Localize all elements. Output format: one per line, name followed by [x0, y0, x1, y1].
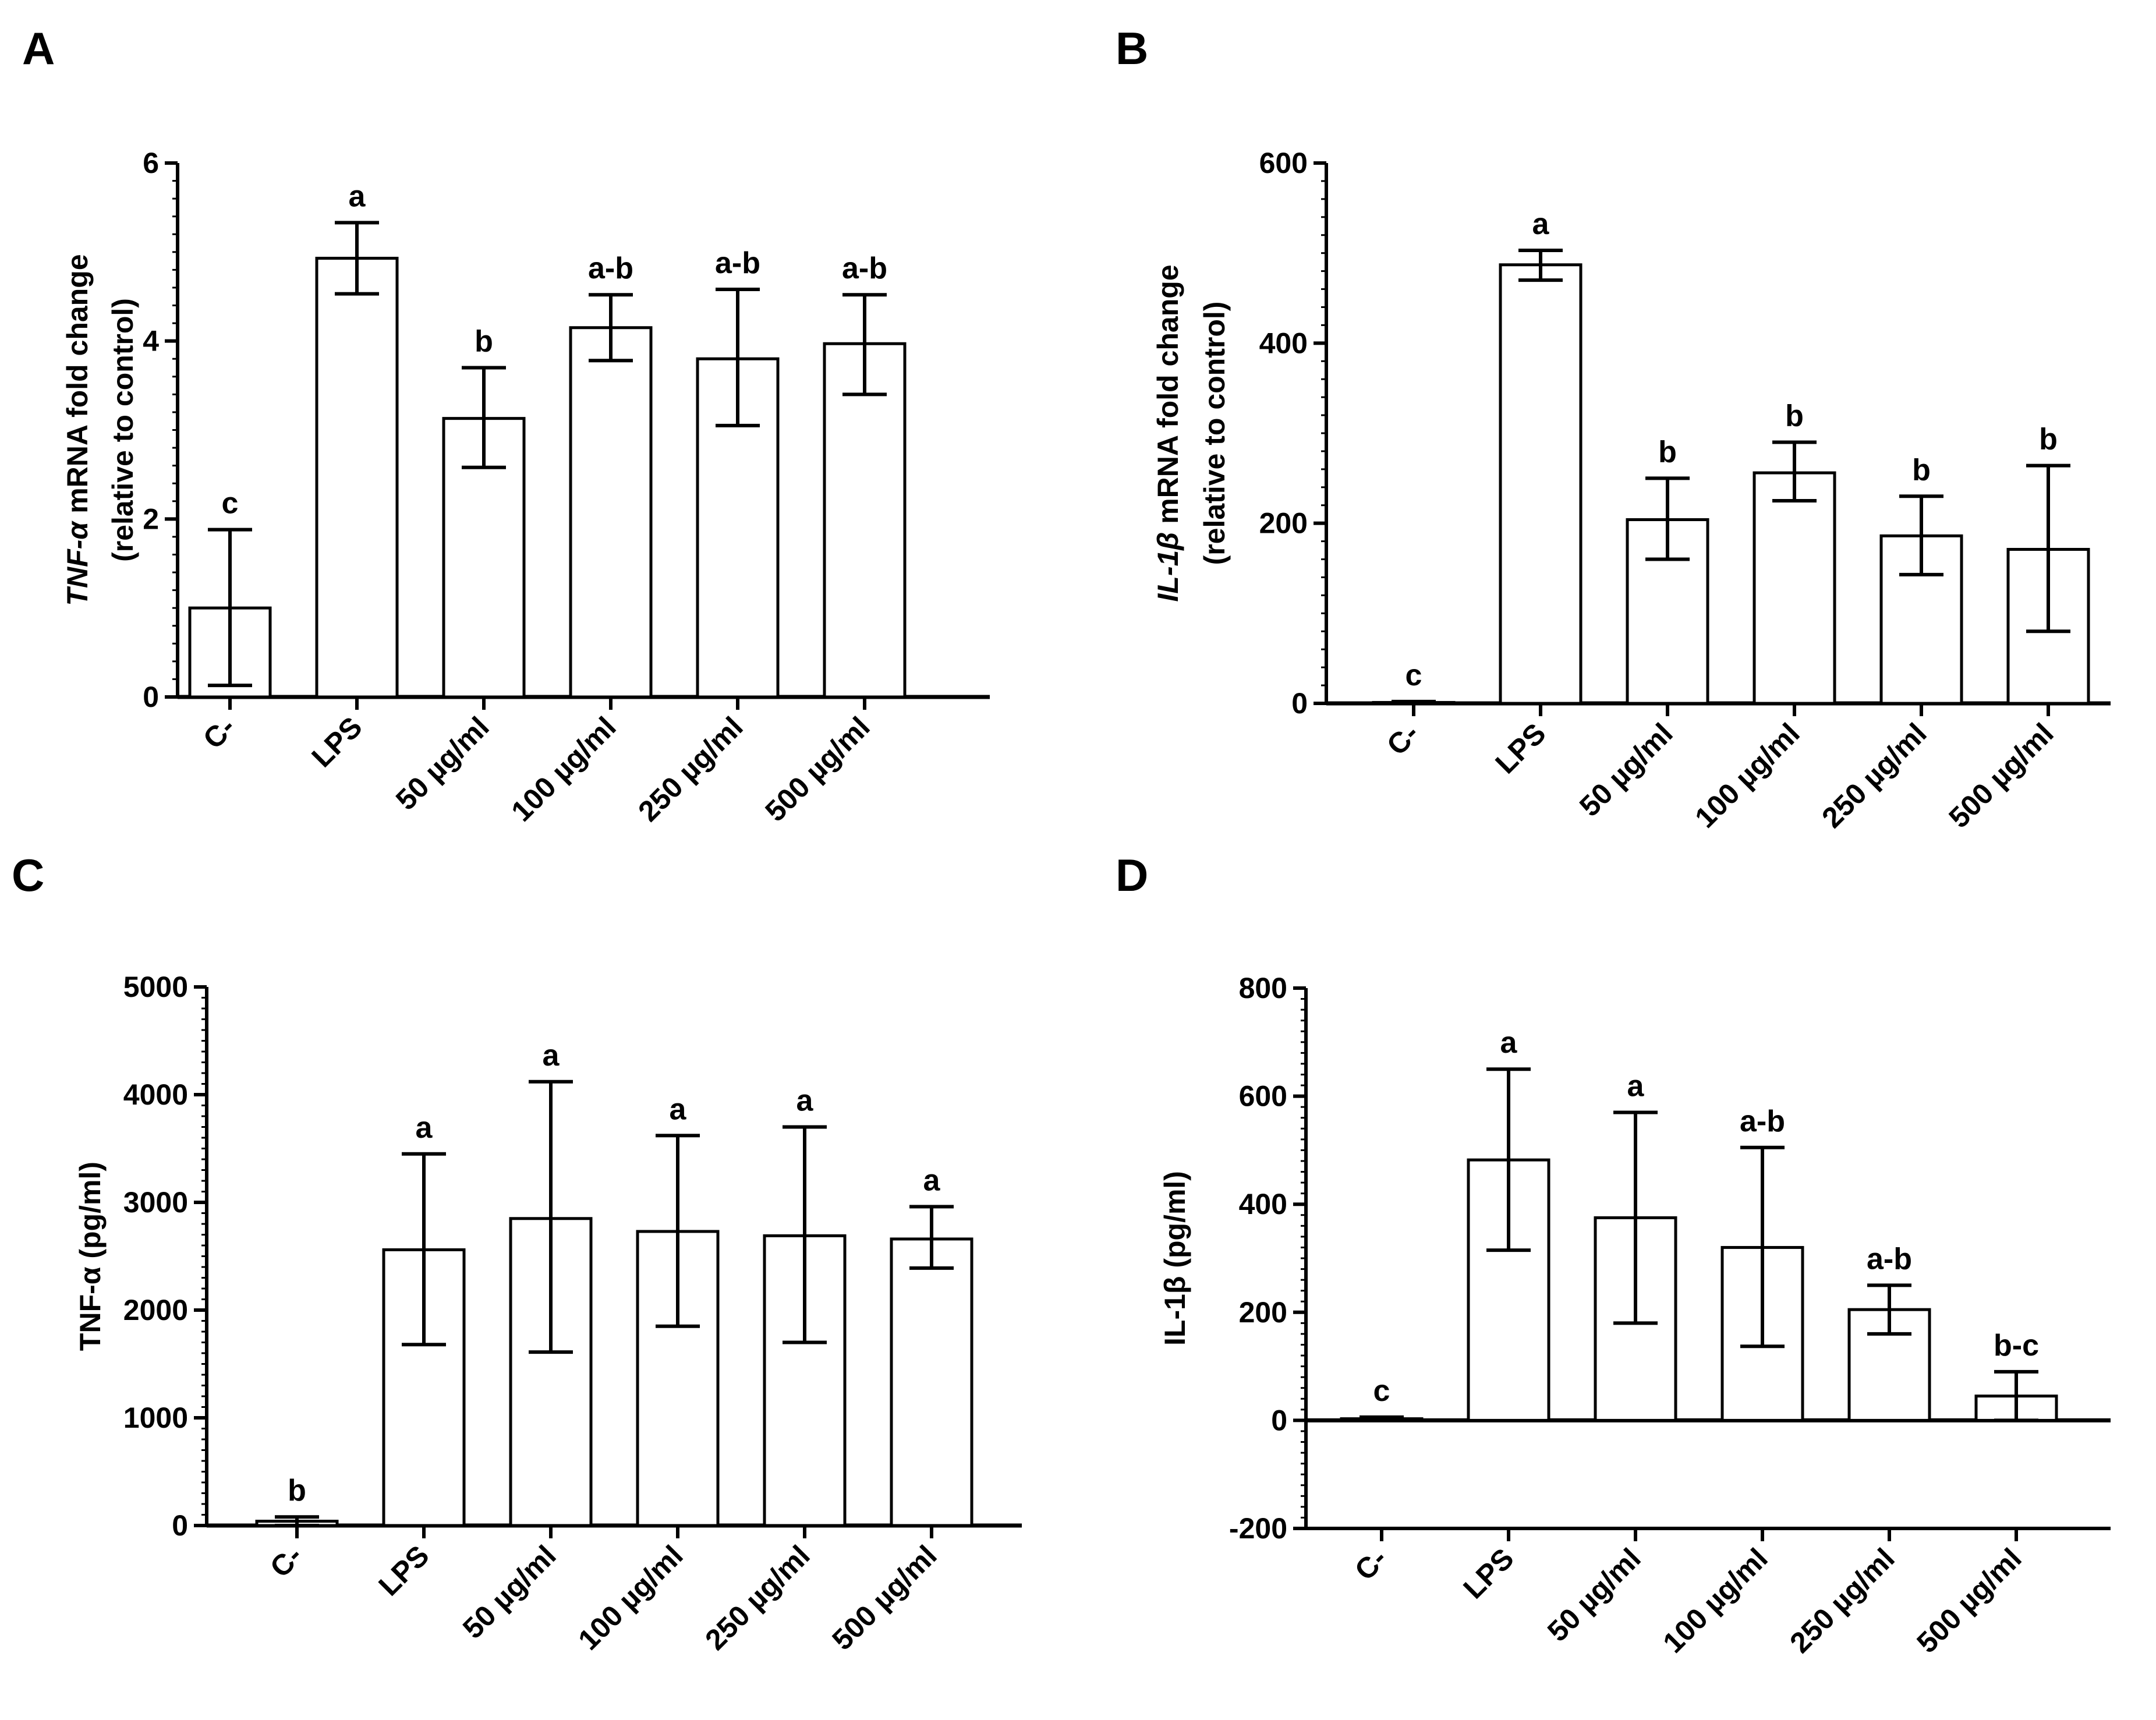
bar [1753, 471, 1836, 705]
x-tick-label: C- [197, 710, 242, 755]
bar [569, 326, 653, 699]
y-tick-label: 0 [143, 681, 159, 713]
significance-letter: c [222, 487, 239, 521]
y-tick-label: 200 [1239, 1296, 1287, 1329]
y-axis-label-part: IL-1β (pg/ml) [1159, 1171, 1191, 1346]
x-tick-label: 500 µg/ml [759, 710, 876, 827]
x-tick-label: 100 µg/ml [1688, 717, 1805, 834]
y-tick-label: 400 [1259, 327, 1308, 359]
significance-letter: a-b [842, 252, 887, 285]
y-axis-label-line2: (relative to control) [1198, 302, 1231, 565]
y-tick-label: 800 [1239, 972, 1287, 1004]
y-tick-label: 3000 [123, 1186, 188, 1219]
x-tick-label: 250 µg/ml [1783, 1542, 1900, 1659]
significance-letter: a [1500, 1026, 1518, 1060]
significance-letter: b-c [1994, 1329, 2039, 1362]
y-tick-label: 0 [1271, 1404, 1287, 1436]
y-tick-label: 1000 [123, 1402, 188, 1434]
y-tick-label: 600 [1239, 1080, 1287, 1113]
y-axis-label-part: mRNA fold change [61, 254, 94, 521]
x-tick-label: LPS [1457, 1542, 1520, 1605]
bar [823, 342, 907, 699]
significance-letter: a [1627, 1069, 1645, 1103]
significance-letter: b [288, 1474, 306, 1507]
y-axis-label: TNF-α mRNA fold change [61, 254, 94, 606]
y-tick-label: 4 [143, 325, 159, 358]
y-tick-label: 6 [143, 147, 159, 179]
significance-letter: a [349, 179, 366, 213]
x-tick-label: 50 µg/ml [1541, 1542, 1647, 1648]
x-tick-label: 100 µg/ml [1656, 1542, 1773, 1659]
y-tick-label: -200 [1229, 1512, 1287, 1545]
significance-letter: a [923, 1163, 941, 1197]
panel-c: C 0 1000 2000 3000 4000 5000 b C-a LPS a 50 µg/ml a 1… [12, 850, 1022, 1657]
significance-letter: b [2039, 423, 2058, 456]
significance-letter: a [543, 1039, 560, 1073]
bar [315, 257, 399, 699]
x-tick-label: 250 µg/ml [699, 1539, 816, 1656]
x-tick-label: 500 µg/ml [1942, 717, 2059, 834]
significance-letter: a [796, 1084, 814, 1118]
significance-letter: a-b [588, 252, 633, 285]
x-tick-label: 100 µg/ml [572, 1539, 689, 1656]
significance-letter: a [670, 1092, 687, 1126]
y-tick-label: 0 [172, 1509, 188, 1542]
significance-letter: b [475, 325, 493, 359]
y-tick-label: 200 [1259, 507, 1308, 540]
x-tick-label: 100 µg/ml [505, 710, 622, 827]
y-tick-label: 600 [1259, 147, 1308, 179]
x-tick-label: 500 µg/ml [826, 1539, 943, 1656]
x-tick-label: 50 µg/ml [456, 1539, 562, 1645]
x-tick-label: C- [1380, 717, 1425, 762]
significance-letter: c [1406, 659, 1422, 692]
panel-d: D -200 0 200 400 600 800 c C-a LPS a 50 µg/ml a-b 100… [1116, 850, 2111, 1659]
bar [890, 1237, 973, 1527]
y-tick-label: 2 [143, 502, 159, 535]
panel-b: B 0 200 400 600 c C-a LPS b 50 µg/ml b 100 µg/ml b 25… [1116, 23, 2111, 834]
x-tick-label: 50 µg/ml [390, 710, 495, 816]
y-axis-label-line2: (relative to control) [107, 298, 139, 562]
x-tick-label: LPS [1489, 717, 1552, 780]
y-tick-label: 400 [1239, 1188, 1287, 1220]
y-tick-label: 0 [1291, 687, 1308, 720]
x-tick-label: 250 µg/ml [632, 710, 749, 827]
panel-a: A 0 2 4 6 c C-a LPS b 50 µg/ml a-b 100 µg/ml a-b 250 … [22, 23, 990, 828]
x-tick-label: LPS [372, 1539, 435, 1602]
significance-letter: b [1658, 435, 1677, 469]
x-tick-label: 50 µg/ml [1573, 717, 1679, 823]
x-tick-label: 250 µg/ml [1815, 717, 1932, 834]
significance-letter: b [1912, 453, 1931, 487]
panel-label: D [1116, 850, 1148, 901]
x-tick-label: LPS [305, 710, 368, 773]
y-tick-label: 2000 [123, 1294, 188, 1326]
panel-label: B [1116, 23, 1148, 74]
panel-label: A [22, 23, 55, 74]
y-tick-label: 4000 [123, 1078, 188, 1111]
significance-letter: a-b [715, 246, 760, 280]
bar [1499, 263, 1583, 705]
y-axis-label: IL-1β (pg/ml) [1159, 1171, 1191, 1346]
significance-letter: a-b [1867, 1242, 1912, 1276]
x-tick-label: C- [264, 1539, 309, 1584]
significance-letter: c [1373, 1374, 1390, 1408]
y-tick-label: 5000 [123, 971, 188, 1003]
significance-letter: b [1785, 399, 1804, 433]
significance-letter: a [1532, 207, 1550, 241]
x-tick-label: C- [1348, 1542, 1393, 1587]
panel-label: C [12, 850, 44, 901]
y-axis-label-part: TNF-α [61, 521, 94, 606]
y-axis-label-part: mRNA fold change [1152, 264, 1184, 532]
y-axis-label: IL-1β mRNA fold change [1152, 264, 1184, 601]
y-axis-label-part: TNF-α (pg/ml) [74, 1162, 107, 1351]
x-tick-label: 500 µg/ml [1910, 1542, 2027, 1659]
y-axis-label-part: IL-1β [1152, 532, 1184, 602]
y-axis-label: TNF-α (pg/ml) [74, 1162, 107, 1351]
significance-letter: a-b [1740, 1105, 1785, 1138]
significance-letter: a [416, 1111, 433, 1145]
